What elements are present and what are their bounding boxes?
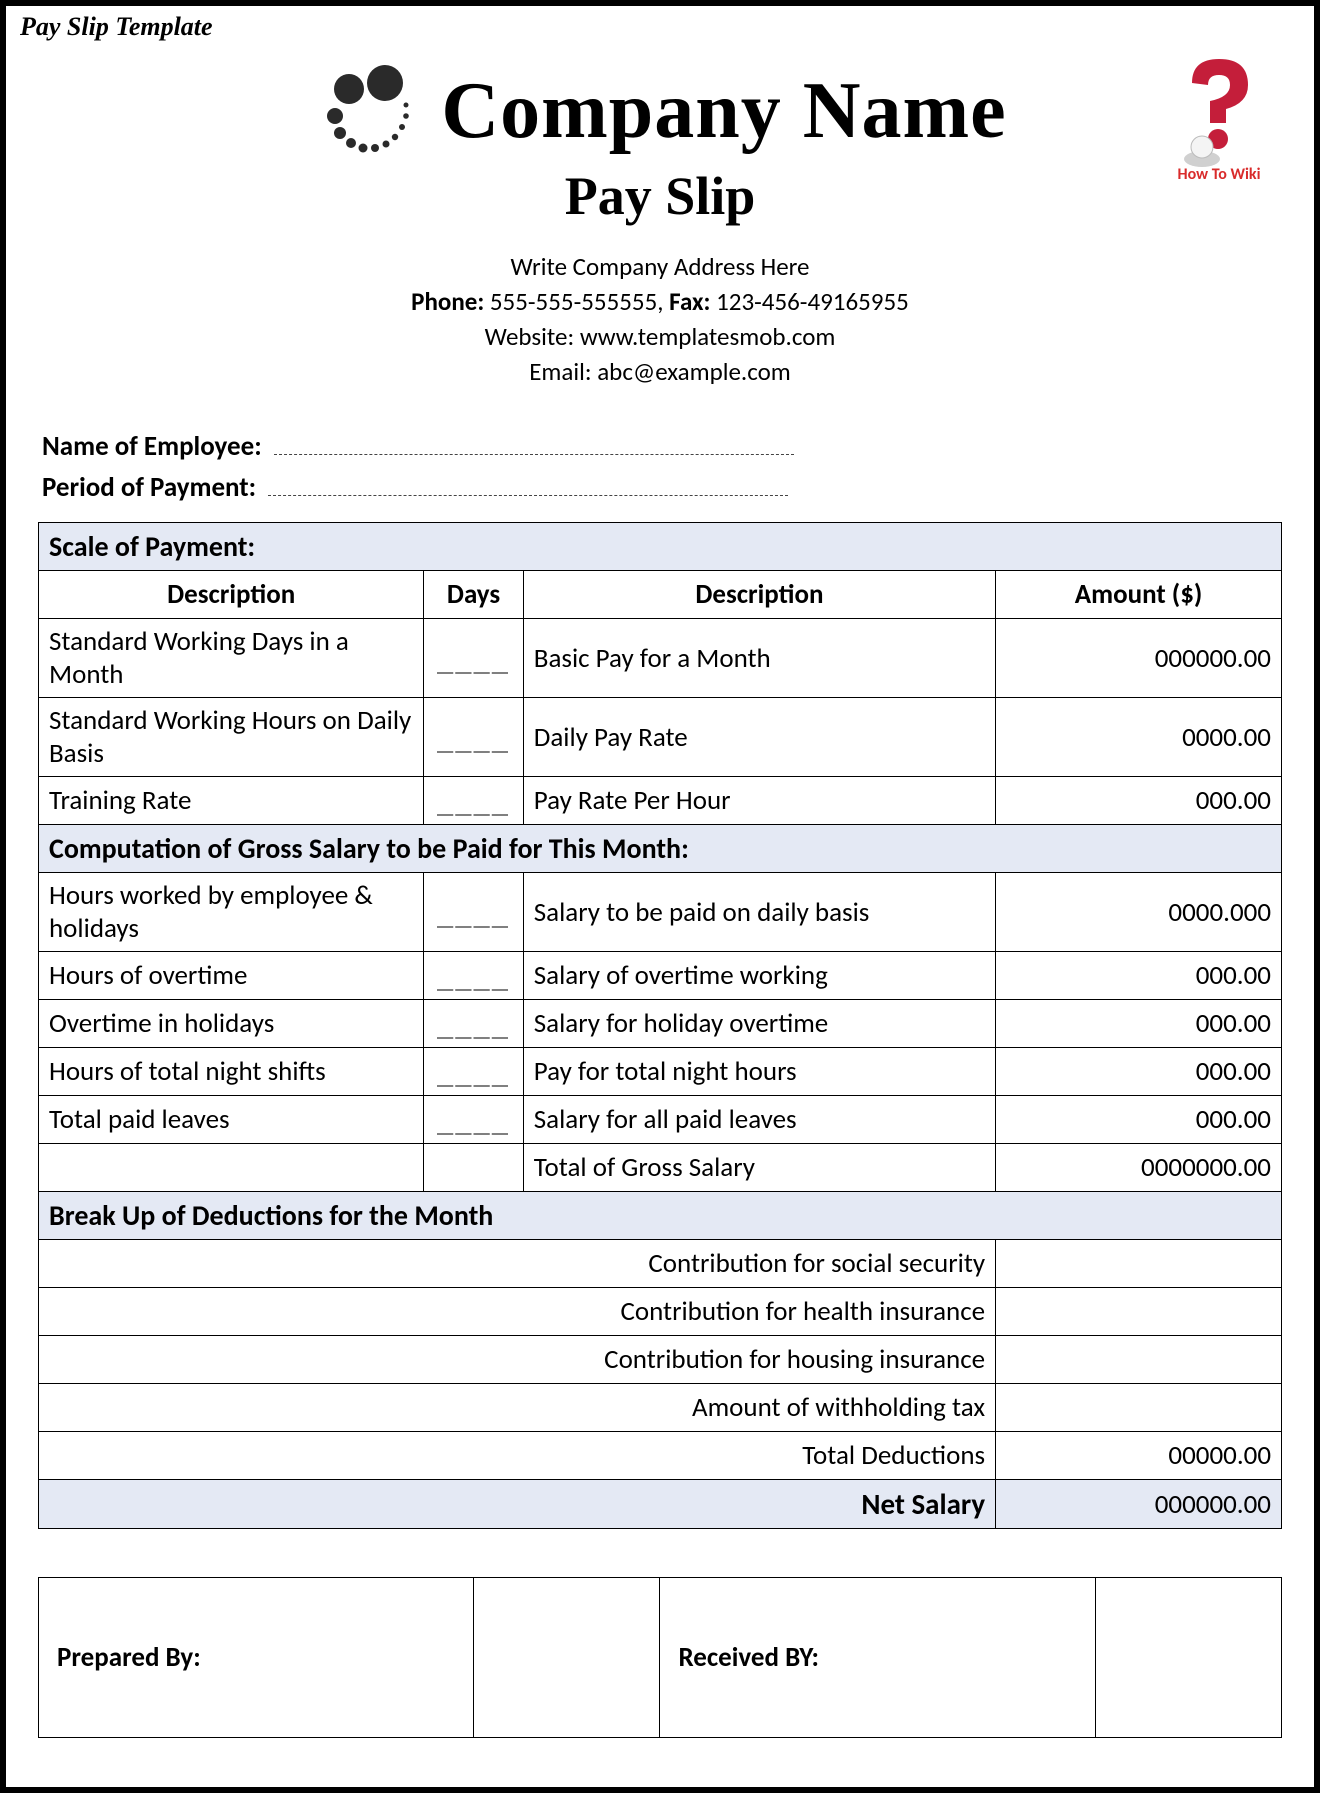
prepared-by-box[interactable] xyxy=(474,1578,660,1738)
deduction-label: Total Deductions xyxy=(39,1432,996,1480)
employee-name-line[interactable] xyxy=(274,431,794,455)
employee-fields: Name of Employee: Period of Payment: xyxy=(42,427,1278,508)
payment-period-line[interactable] xyxy=(268,471,788,495)
col-amount: Amount ($) xyxy=(996,571,1282,619)
table-cell-desc-left xyxy=(39,1144,424,1192)
table-cell-desc-right: Total of Gross Salary xyxy=(523,1144,995,1192)
email-value: abc@example.com xyxy=(597,356,791,387)
phone-label: Phone: xyxy=(411,286,484,317)
table-cell-desc-right: Pay for total night hours xyxy=(523,1048,995,1096)
table-cell-amount: 000.00 xyxy=(996,1000,1282,1048)
phone-value: 555-555-555555, xyxy=(490,286,664,317)
table-cell-desc-left: Overtime in holidays xyxy=(39,1000,424,1048)
deduction-amount: 00000.00 xyxy=(996,1432,1282,1480)
table-cell-desc-left: Training Rate xyxy=(39,777,424,825)
document-title: Pay Slip xyxy=(6,165,1314,227)
table-cell-days[interactable]: ____ xyxy=(424,952,523,1000)
company-name: Company Name xyxy=(441,66,1006,157)
employee-name-label: Name of Employee: xyxy=(42,430,262,463)
company-address: Write Company Address Here xyxy=(6,249,1314,284)
deduction-amount xyxy=(996,1384,1282,1432)
website-label: Website: xyxy=(485,321,575,352)
table-cell-days[interactable]: ____ xyxy=(424,1048,523,1096)
deduction-amount xyxy=(996,1288,1282,1336)
table-cell-days[interactable]: ____ xyxy=(424,619,523,698)
table-cell-desc-left: Standard Working Hours on Daily Basis xyxy=(39,698,424,777)
deduction-label: Contribution for social security xyxy=(39,1240,996,1288)
deduction-label: Contribution for housing insurance xyxy=(39,1336,996,1384)
question-mark-icon xyxy=(1164,51,1274,171)
phone-fax-line: Phone: 555-555-555555, Fax: 123-456-4916… xyxy=(6,284,1314,319)
signature-table: Prepared By: Received BY: xyxy=(38,1577,1282,1738)
table-cell-days[interactable]: ____ xyxy=(424,777,523,825)
email-label: Email: xyxy=(529,356,591,387)
table-cell-desc-left: Standard Working Days in a Month xyxy=(39,619,424,698)
received-by-box[interactable] xyxy=(1095,1578,1281,1738)
table-cell-desc-left: Hours of overtime xyxy=(39,952,424,1000)
fax-label: Fax: xyxy=(669,286,710,317)
deduction-label: Amount of withholding tax xyxy=(39,1384,996,1432)
table-cell-amount: 000.00 xyxy=(996,1048,1282,1096)
prepared-by-label: Prepared By: xyxy=(39,1578,474,1738)
watermark-text: How To Wiki xyxy=(1154,165,1284,184)
section-deductions-header: Break Up of Deductions for the Month xyxy=(39,1192,1282,1240)
template-label: Pay Slip Template xyxy=(20,12,213,42)
net-salary-value: 000000.00 xyxy=(996,1480,1282,1529)
table-cell-days[interactable]: ____ xyxy=(424,873,523,952)
employee-name-field: Name of Employee: xyxy=(42,427,1278,468)
page-container: Pay Slip Template How To Wiki xyxy=(0,0,1320,1793)
table-cell-days[interactable]: ____ xyxy=(424,698,523,777)
deduction-label: Contribution for health insurance xyxy=(39,1288,996,1336)
email-line: Email: abc@example.com xyxy=(6,354,1314,389)
table-cell-amount: 0000.00 xyxy=(996,698,1282,777)
received-by-label: Received BY: xyxy=(660,1578,1095,1738)
header: Company Name Pay Slip Write Company Addr… xyxy=(6,61,1314,389)
col-description-left: Description xyxy=(39,571,424,619)
company-logo-icon xyxy=(313,61,423,161)
table-cell-desc-right: Salary for all paid leaves xyxy=(523,1096,995,1144)
website-value: www.templatesmob.com xyxy=(580,321,836,352)
net-salary-label: Net Salary xyxy=(39,1480,996,1529)
table-cell-desc-left: Hours of total night shifts xyxy=(39,1048,424,1096)
table-cell-desc-right: Pay Rate Per Hour xyxy=(523,777,995,825)
table-cell-days[interactable] xyxy=(424,1144,523,1192)
payment-period-label: Period of Payment: xyxy=(42,471,256,504)
company-row: Company Name xyxy=(6,61,1314,161)
table-cell-desc-right: Basic Pay for a Month xyxy=(523,619,995,698)
watermark-logo: How To Wiki xyxy=(1154,51,1284,196)
payslip-table: Scale of Payment: Description Days Descr… xyxy=(38,522,1282,1529)
section-gross-header: Computation of Gross Salary to be Paid f… xyxy=(39,825,1282,873)
section-scale-header: Scale of Payment: xyxy=(39,523,1282,571)
table-cell-amount: 000.00 xyxy=(996,952,1282,1000)
table-cell-desc-left: Hours worked by employee & holidays xyxy=(39,873,424,952)
table-cell-amount: 0000.000 xyxy=(996,873,1282,952)
table-cell-desc-right: Salary of overtime working xyxy=(523,952,995,1000)
fax-value: 123-456-49165955 xyxy=(716,286,909,317)
table-cell-amount: 000.00 xyxy=(996,777,1282,825)
table-cell-desc-right: Salary to be paid on daily basis xyxy=(523,873,995,952)
deduction-amount xyxy=(996,1336,1282,1384)
table-cell-days[interactable]: ____ xyxy=(424,1000,523,1048)
table-cell-amount: 000.00 xyxy=(996,1096,1282,1144)
col-description-right: Description xyxy=(523,571,995,619)
deduction-amount xyxy=(996,1240,1282,1288)
table-cell-amount: 000000.00 xyxy=(996,619,1282,698)
table-cell-days[interactable]: ____ xyxy=(424,1096,523,1144)
address-block: Write Company Address Here Phone: 555-55… xyxy=(6,249,1314,389)
table-cell-desc-right: Daily Pay Rate xyxy=(523,698,995,777)
table-cell-amount: 0000000.00 xyxy=(996,1144,1282,1192)
table-cell-desc-left: Total paid leaves xyxy=(39,1096,424,1144)
payment-period-field: Period of Payment: xyxy=(42,468,1278,509)
table-cell-desc-right: Salary for holiday overtime xyxy=(523,1000,995,1048)
website-line: Website: www.templatesmob.com xyxy=(6,319,1314,354)
col-days: Days xyxy=(424,571,523,619)
